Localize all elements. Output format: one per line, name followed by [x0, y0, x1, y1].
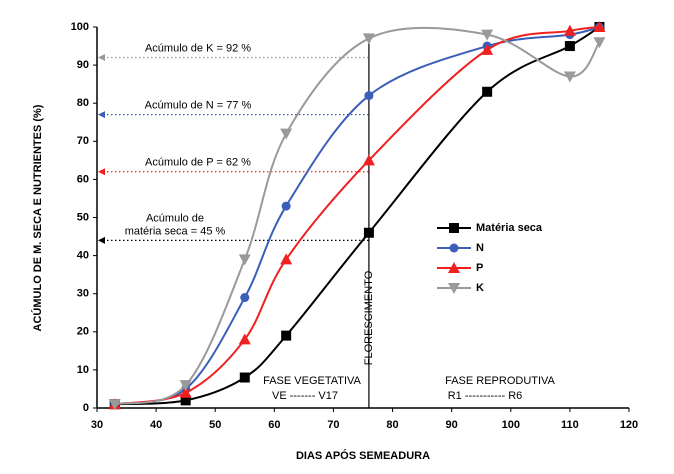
marker [448, 262, 460, 273]
legend-label: K [476, 282, 484, 294]
x-tick-label: 50 [209, 419, 221, 431]
reference-label: Acúmulo de K = 92 % [145, 42, 251, 54]
marker [563, 71, 576, 83]
marker [362, 154, 375, 166]
marker [238, 254, 251, 266]
y-tick-label: 80 [77, 97, 89, 109]
series-line [114, 26, 600, 406]
x-tick-label: 30 [91, 419, 103, 431]
y-tick-label: 60 [77, 173, 89, 185]
marker [281, 201, 291, 211]
y-tick-label: 70 [77, 135, 89, 147]
x-tick-label: 60 [268, 419, 280, 431]
series-line [114, 26, 600, 406]
x-axis-label: DIAS APÓS SEMEADURA [296, 449, 430, 462]
x-tick-label: 70 [327, 419, 339, 431]
marker [593, 21, 606, 32]
marker [179, 386, 192, 398]
y-tick-label: 30 [77, 288, 89, 300]
series-line [114, 26, 600, 406]
phase-label: VE ------- V17 [272, 390, 338, 402]
marker [449, 243, 459, 253]
marker [108, 399, 121, 411]
marker [448, 283, 460, 294]
reference-arrow [98, 111, 105, 119]
y-axis-label: ACÚMULO DE M. SECA E NUTRIENTES (%) [31, 104, 44, 331]
flowering-label: FLORESCIMENTO [363, 270, 375, 365]
marker [481, 29, 494, 41]
x-tick-label: 80 [386, 419, 398, 431]
marker [563, 24, 576, 36]
marker [281, 330, 292, 341]
y-tick-label: 90 [77, 59, 89, 71]
y-tick-label: 20 [77, 326, 89, 338]
marker [449, 223, 459, 233]
marker [481, 43, 494, 55]
phase-label: FASE VEGETATIVA [263, 375, 361, 387]
series-line [114, 26, 601, 406]
marker [482, 86, 493, 97]
marker [238, 333, 251, 345]
marker [564, 41, 575, 52]
reference-arrow [98, 236, 105, 244]
x-tick-label: 40 [150, 419, 162, 431]
x-tick-label: 90 [446, 419, 458, 431]
marker [363, 227, 374, 238]
marker [280, 128, 293, 140]
x-tick-label: 110 [561, 419, 579, 431]
x-tick-label: 120 [620, 419, 638, 431]
reference-label: Acúmulo de N = 77 % [145, 100, 252, 112]
reference-arrow [98, 168, 105, 176]
legend-label: N [476, 242, 484, 254]
reference-label: matéria seca = 45 % [125, 225, 226, 237]
reference-label: Acúmulo de P = 62 % [145, 157, 251, 169]
phase-label: FASE REPRODUTIVA [445, 375, 555, 387]
marker [364, 91, 374, 101]
marker [179, 380, 192, 392]
legend-label: P [476, 262, 483, 274]
marker [593, 37, 606, 49]
marker [362, 33, 375, 45]
y-tick-label: 100 [71, 21, 89, 33]
reference-arrow [98, 53, 105, 61]
reference-label: Acúmulo de [146, 212, 204, 224]
marker [280, 253, 293, 265]
y-tick-label: 0 [83, 402, 89, 414]
y-tick-label: 50 [77, 211, 89, 223]
phase-label: R1 ----------- R6 [448, 390, 523, 402]
legend-label: Matéria seca [476, 222, 543, 234]
y-tick-label: 40 [77, 250, 89, 262]
y-tick-label: 10 [77, 364, 89, 376]
marker [180, 395, 191, 406]
marker [240, 293, 250, 303]
marker [239, 372, 250, 383]
x-tick-label: 100 [502, 419, 520, 431]
